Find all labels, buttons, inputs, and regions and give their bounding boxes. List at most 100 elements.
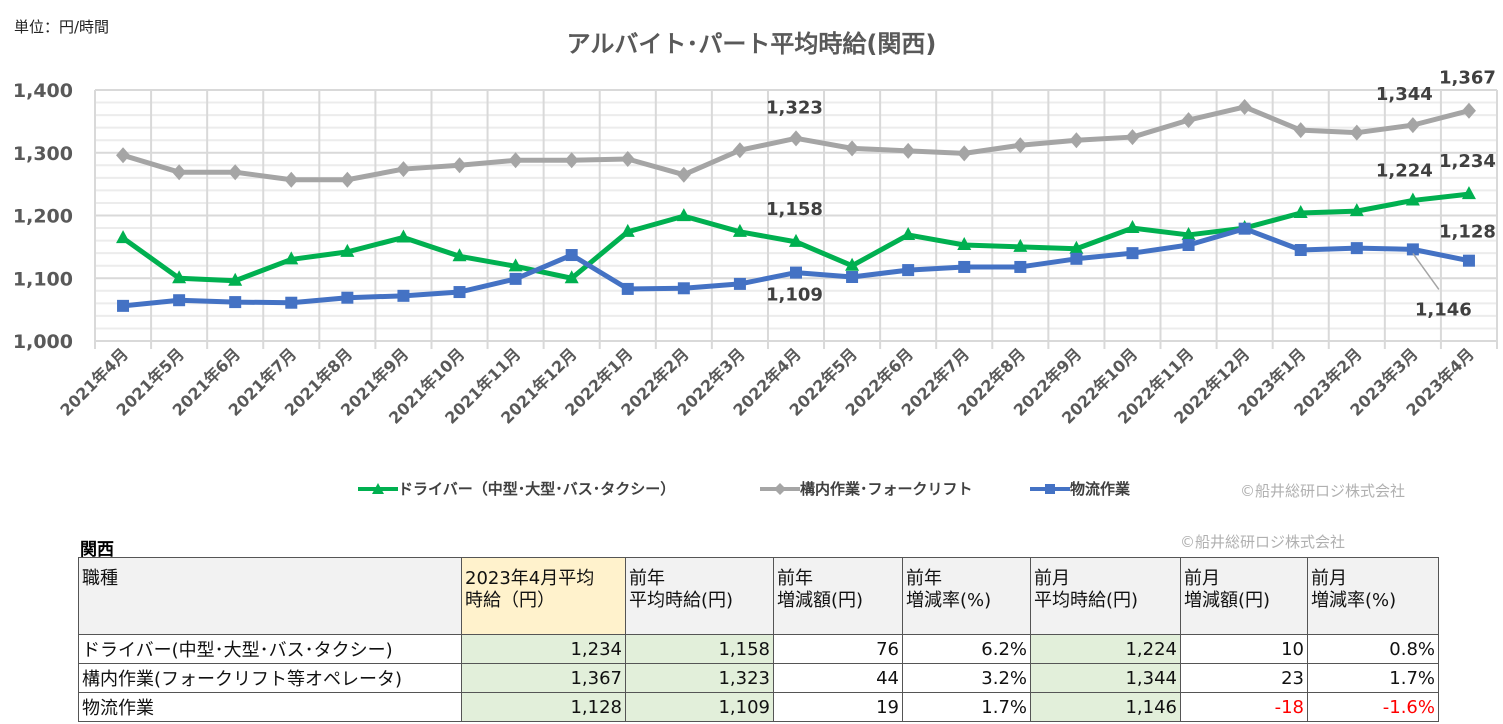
triangle-marker <box>1069 240 1084 254</box>
legend-diamond-icon <box>760 482 800 495</box>
y-tick-label: 1,100 <box>13 268 73 290</box>
triangle-marker <box>845 257 860 271</box>
header-cell: 前月 増減額(円) <box>1180 557 1308 635</box>
legend-item-driver: ドライバー（中型･大型･バス･タクシー） <box>358 478 675 499</box>
data-label: 1,344 <box>1376 84 1433 105</box>
series-2 <box>117 222 1475 312</box>
cell: 10 <box>1180 634 1308 664</box>
cell: 44 <box>773 663 903 693</box>
cell-job: 物流作業 <box>78 692 462 722</box>
square-marker <box>1350 242 1363 255</box>
diamond-marker <box>732 142 747 159</box>
square-marker <box>621 282 634 295</box>
header-cell: 前年 平均時給(円) <box>625 557 774 635</box>
square-marker <box>790 266 802 279</box>
legend-triangle-icon <box>358 482 398 494</box>
data-label: 1,367 <box>1439 68 1496 89</box>
diamond-marker <box>564 152 579 169</box>
square-marker <box>1126 247 1139 260</box>
table-header-row: 職種 2023年4月平均 時給（円） 前年 平均時給(円) 前年 増減額(円) … <box>78 557 1439 635</box>
y-tick-label: 1,400 <box>13 80 73 102</box>
diamond-marker <box>1461 102 1476 119</box>
header-cell: 前年 増減率(%) <box>902 557 1031 635</box>
legend-label: 構内作業･フォークリフト <box>800 480 973 498</box>
cell: 1,146 <box>1030 692 1181 722</box>
data-label: 1,146 <box>1415 299 1472 320</box>
cell: 1.7% <box>1307 663 1439 693</box>
square-marker <box>285 296 298 309</box>
legend-square-icon <box>1030 483 1070 494</box>
cell: 23 <box>1180 663 1308 693</box>
cell: 1.7% <box>902 692 1031 722</box>
diamond-marker <box>1405 117 1420 134</box>
diamond-marker <box>1293 122 1308 139</box>
diamond-marker <box>1349 124 1364 141</box>
square-marker <box>1294 244 1307 257</box>
triangle-marker <box>1349 203 1364 217</box>
triangle-marker <box>789 233 803 247</box>
cell: 1,367 <box>461 663 626 693</box>
diamond-marker <box>340 171 355 188</box>
cell: -18 <box>1180 692 1308 722</box>
copyright-table: ©船井総研ロジ株式会社 <box>1180 533 1346 551</box>
header-cell: 前年 増減額(円) <box>773 557 903 635</box>
data-label: 1,224 <box>1376 160 1433 181</box>
line-chart: 1,0001,1001,2001,3001,4002021年4月2021年5月2… <box>13 68 1498 428</box>
triangle-marker <box>508 258 523 272</box>
triangle-marker <box>901 226 916 240</box>
triangle-marker <box>340 243 355 257</box>
triangle-marker <box>228 272 243 286</box>
diamond-marker <box>396 161 411 178</box>
square-marker <box>117 299 130 312</box>
square-marker <box>1014 260 1027 273</box>
legend-item-logistics: 物流作業 <box>1030 478 1130 499</box>
header-cell: 2023年4月平均 時給（円） <box>461 557 626 635</box>
square-marker <box>958 260 971 273</box>
square-marker <box>341 291 354 304</box>
square-marker <box>1238 222 1251 235</box>
square-marker <box>1070 252 1083 265</box>
diamond-marker <box>1125 129 1140 146</box>
diamond-marker <box>676 166 691 183</box>
cell-job: ドライバー(中型･大型･バス･タクシー) <box>78 634 462 664</box>
cell: 1,323 <box>625 663 774 693</box>
legend-label: ドライバー（中型･大型･バス･タクシー） <box>398 480 676 498</box>
square-marker <box>1182 238 1195 251</box>
wage-table: 職種 2023年4月平均 時給（円） 前年 平均時給(円) 前年 増減額(円) … <box>78 557 1439 722</box>
diamond-marker <box>1069 132 1084 149</box>
header-cell: 前月 平均時給(円) <box>1030 557 1181 635</box>
triangle-marker <box>1181 226 1196 240</box>
triangle-marker <box>564 270 579 284</box>
diamond-marker <box>1013 137 1028 154</box>
triangle-marker <box>676 208 691 222</box>
diamond-marker <box>116 147 131 164</box>
header-cell: 職種 <box>78 557 462 635</box>
cell: 1,224 <box>1030 634 1181 664</box>
cell: 1,158 <box>625 634 774 664</box>
data-label: 1,158 <box>766 199 823 220</box>
square-marker <box>453 286 466 299</box>
diamond-marker <box>172 164 187 181</box>
cell: 1,344 <box>1030 663 1181 693</box>
table-row: 構内作業(フォークリフト等オペレータ) 1,367 1,323 44 3.2% … <box>78 663 1439 693</box>
square-marker <box>565 249 578 262</box>
square-marker <box>846 270 859 283</box>
data-label: 1,128 <box>1439 222 1496 243</box>
header-cell: 前月 増減率(%) <box>1307 557 1439 635</box>
square-marker <box>1462 254 1475 267</box>
diamond-marker <box>228 164 243 181</box>
square-marker <box>397 289 410 302</box>
triangle-marker <box>1461 186 1476 200</box>
triangle-marker <box>1405 192 1420 206</box>
cell: 3.2% <box>902 663 1031 693</box>
square-marker <box>173 294 186 307</box>
cell-job: 構内作業(フォークリフト等オペレータ) <box>78 663 462 693</box>
cell: 76 <box>773 634 903 664</box>
legend-label: 物流作業 <box>1070 480 1131 498</box>
triangle-marker <box>1293 204 1308 218</box>
cell: 0.8% <box>1307 634 1439 664</box>
cell: 1,128 <box>461 692 626 722</box>
square-marker <box>733 277 746 290</box>
data-label: 1,109 <box>766 285 823 306</box>
triangle-marker <box>172 270 187 284</box>
